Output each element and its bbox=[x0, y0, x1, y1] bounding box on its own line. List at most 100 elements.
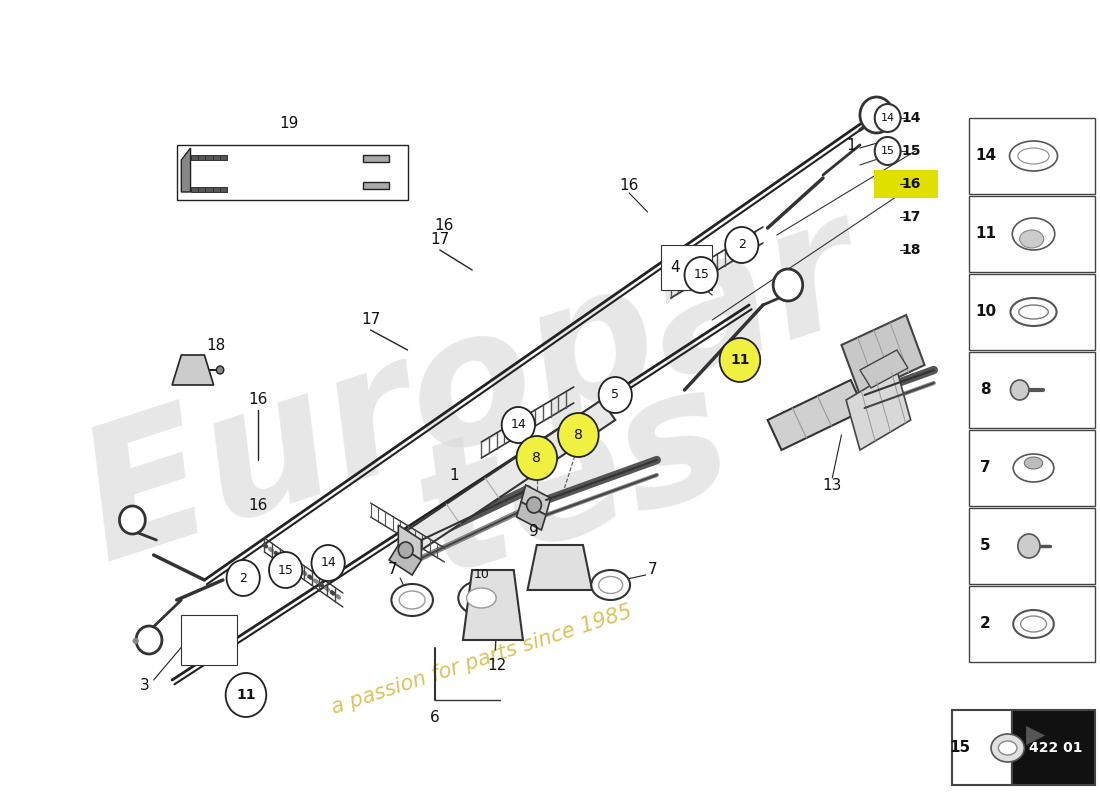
Bar bbox=[969, 352, 1096, 428]
Polygon shape bbox=[190, 187, 198, 192]
Text: 18: 18 bbox=[207, 338, 226, 353]
Ellipse shape bbox=[466, 588, 496, 608]
Polygon shape bbox=[220, 187, 228, 192]
Circle shape bbox=[874, 137, 901, 165]
Text: 18: 18 bbox=[901, 243, 921, 257]
Text: 14: 14 bbox=[975, 149, 997, 163]
Circle shape bbox=[598, 377, 631, 413]
Text: 14: 14 bbox=[881, 113, 894, 123]
Polygon shape bbox=[212, 155, 220, 160]
Polygon shape bbox=[190, 155, 198, 160]
Bar bbox=[969, 274, 1096, 350]
Text: Europar: Europar bbox=[63, 182, 882, 598]
Ellipse shape bbox=[399, 591, 425, 609]
Text: 11: 11 bbox=[236, 688, 255, 702]
Bar bbox=[177, 145, 407, 200]
Ellipse shape bbox=[1013, 610, 1054, 638]
Ellipse shape bbox=[991, 734, 1024, 762]
Polygon shape bbox=[528, 545, 592, 590]
Text: 8: 8 bbox=[532, 451, 541, 465]
Ellipse shape bbox=[1024, 457, 1043, 469]
Polygon shape bbox=[363, 182, 389, 189]
Circle shape bbox=[1011, 380, 1028, 400]
Text: 19: 19 bbox=[279, 115, 299, 130]
Ellipse shape bbox=[1010, 141, 1057, 171]
Polygon shape bbox=[220, 155, 228, 160]
Polygon shape bbox=[206, 187, 212, 192]
Polygon shape bbox=[172, 355, 213, 385]
Bar bbox=[969, 430, 1096, 506]
Text: 5: 5 bbox=[980, 538, 991, 554]
Polygon shape bbox=[463, 570, 522, 640]
Circle shape bbox=[558, 413, 598, 457]
Text: 15: 15 bbox=[277, 563, 294, 577]
Text: 5: 5 bbox=[612, 389, 619, 402]
Polygon shape bbox=[198, 155, 206, 160]
Text: 10: 10 bbox=[975, 305, 997, 319]
Text: 17: 17 bbox=[430, 233, 450, 247]
Bar bbox=[969, 196, 1096, 272]
Text: 8: 8 bbox=[980, 382, 991, 398]
Polygon shape bbox=[212, 187, 220, 192]
Ellipse shape bbox=[999, 741, 1016, 755]
Polygon shape bbox=[198, 187, 206, 192]
Text: 10: 10 bbox=[473, 569, 490, 582]
Text: 15: 15 bbox=[693, 269, 710, 282]
Circle shape bbox=[527, 497, 541, 513]
Circle shape bbox=[725, 227, 758, 263]
Polygon shape bbox=[407, 400, 615, 550]
Text: 16: 16 bbox=[249, 498, 267, 513]
Text: 422 01: 422 01 bbox=[1028, 741, 1082, 755]
Text: 7: 7 bbox=[980, 461, 991, 475]
Circle shape bbox=[860, 97, 893, 133]
Text: 17: 17 bbox=[361, 313, 381, 327]
Circle shape bbox=[217, 366, 223, 374]
Text: 7: 7 bbox=[388, 562, 397, 578]
Circle shape bbox=[1018, 534, 1040, 558]
Text: 1: 1 bbox=[449, 467, 459, 482]
Circle shape bbox=[684, 257, 718, 293]
Text: 11: 11 bbox=[730, 353, 750, 367]
Polygon shape bbox=[860, 350, 908, 388]
Text: 15: 15 bbox=[881, 146, 894, 156]
Text: 15: 15 bbox=[901, 144, 921, 158]
Circle shape bbox=[502, 407, 535, 443]
Polygon shape bbox=[389, 545, 421, 575]
Polygon shape bbox=[206, 155, 212, 160]
Circle shape bbox=[874, 104, 901, 132]
Text: 16: 16 bbox=[434, 218, 454, 233]
Polygon shape bbox=[768, 380, 865, 450]
Text: 9: 9 bbox=[529, 525, 539, 539]
Text: 16: 16 bbox=[249, 393, 267, 407]
Text: 11: 11 bbox=[975, 226, 996, 242]
Text: ●: ● bbox=[132, 635, 139, 645]
Ellipse shape bbox=[1012, 218, 1055, 250]
Circle shape bbox=[136, 626, 162, 654]
Circle shape bbox=[517, 436, 557, 480]
Text: a passion for parts since 1985: a passion for parts since 1985 bbox=[329, 602, 635, 718]
Text: 15: 15 bbox=[949, 741, 970, 755]
Bar bbox=[661, 245, 712, 290]
Ellipse shape bbox=[1021, 616, 1046, 632]
Circle shape bbox=[398, 542, 414, 558]
Text: 7: 7 bbox=[648, 562, 657, 578]
Text: ▶: ▶ bbox=[1025, 723, 1045, 747]
Circle shape bbox=[773, 269, 803, 301]
Text: 14: 14 bbox=[320, 557, 336, 570]
Bar bbox=[969, 586, 1096, 662]
Text: 16: 16 bbox=[901, 177, 921, 191]
Text: 4: 4 bbox=[671, 261, 680, 275]
Polygon shape bbox=[517, 502, 546, 530]
Text: 2: 2 bbox=[980, 617, 991, 631]
Circle shape bbox=[227, 560, 260, 596]
Bar bbox=[969, 118, 1096, 194]
Polygon shape bbox=[846, 370, 911, 450]
Bar bbox=[953, 710, 1012, 785]
Bar bbox=[969, 508, 1096, 584]
Ellipse shape bbox=[1020, 230, 1044, 248]
Text: 2: 2 bbox=[738, 238, 746, 251]
Ellipse shape bbox=[598, 577, 623, 594]
Ellipse shape bbox=[1013, 454, 1054, 482]
Circle shape bbox=[311, 545, 344, 581]
Text: 17: 17 bbox=[901, 210, 921, 224]
